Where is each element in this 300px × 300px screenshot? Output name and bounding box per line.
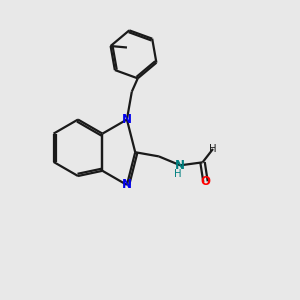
Text: N: N — [175, 159, 185, 172]
Text: H: H — [174, 169, 182, 179]
Text: N: N — [122, 178, 132, 191]
Text: O: O — [200, 175, 211, 188]
Text: H: H — [209, 144, 217, 154]
Text: N: N — [122, 113, 132, 126]
